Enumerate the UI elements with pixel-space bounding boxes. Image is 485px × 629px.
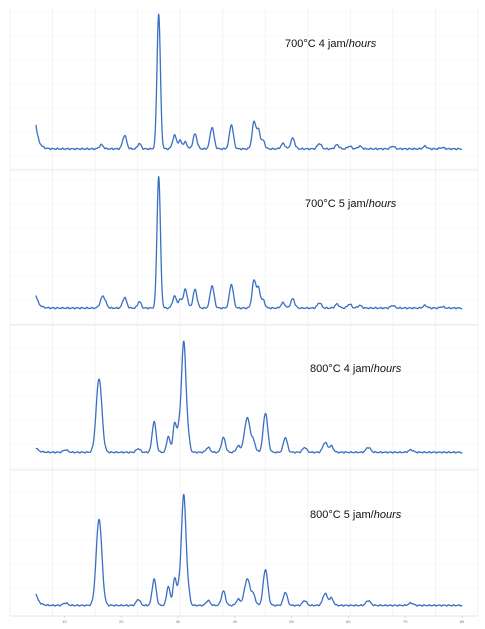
panel-label: 700°C 5 jam/hours xyxy=(305,198,397,210)
panel-2: 700°C 5 jam/hours xyxy=(35,175,463,310)
panel-label: 700°C 4 jam/hours xyxy=(285,38,377,50)
series-line xyxy=(35,175,463,310)
panel-label: 800°C 5 jam/hours xyxy=(310,509,402,521)
panel-label-prefix: 800°C 4 jam/ xyxy=(310,363,375,375)
x-axis: 10 20 30 40 50 60 70 80 xyxy=(10,615,478,624)
panel-label-suffix: hours xyxy=(349,38,377,50)
grid xyxy=(9,6,479,616)
panel-label-suffix: hours xyxy=(369,198,397,210)
panel-label-prefix: 700°C 5 jam/ xyxy=(305,198,370,210)
x-tick-label: 60 xyxy=(346,619,351,624)
panel-label-suffix: hours xyxy=(374,363,402,375)
panel-3: 800°C 4 jam/hours xyxy=(35,340,463,454)
panel-label-prefix: 700°C 4 jam/ xyxy=(285,38,350,50)
x-tick-label: 70 xyxy=(403,619,408,624)
series-line xyxy=(35,340,463,454)
x-tick-label: 50 xyxy=(289,619,294,624)
series-line xyxy=(35,493,463,607)
panel-label: 800°C 4 jam/hours xyxy=(310,363,402,375)
x-tick-label: 30 xyxy=(176,619,181,624)
x-tick-label: 80 xyxy=(460,619,465,624)
x-tick-label: 10 xyxy=(62,619,67,624)
x-tick-label: 20 xyxy=(119,619,124,624)
panel-label-prefix: 800°C 5 jam/ xyxy=(310,509,375,521)
series-line xyxy=(35,13,463,151)
panel-4: 800°C 5 jam/hours xyxy=(35,493,463,607)
panel-label-suffix: hours xyxy=(374,509,402,521)
x-tick-label: 40 xyxy=(233,619,238,624)
panel-1: 700°C 4 jam/hours xyxy=(35,13,463,151)
